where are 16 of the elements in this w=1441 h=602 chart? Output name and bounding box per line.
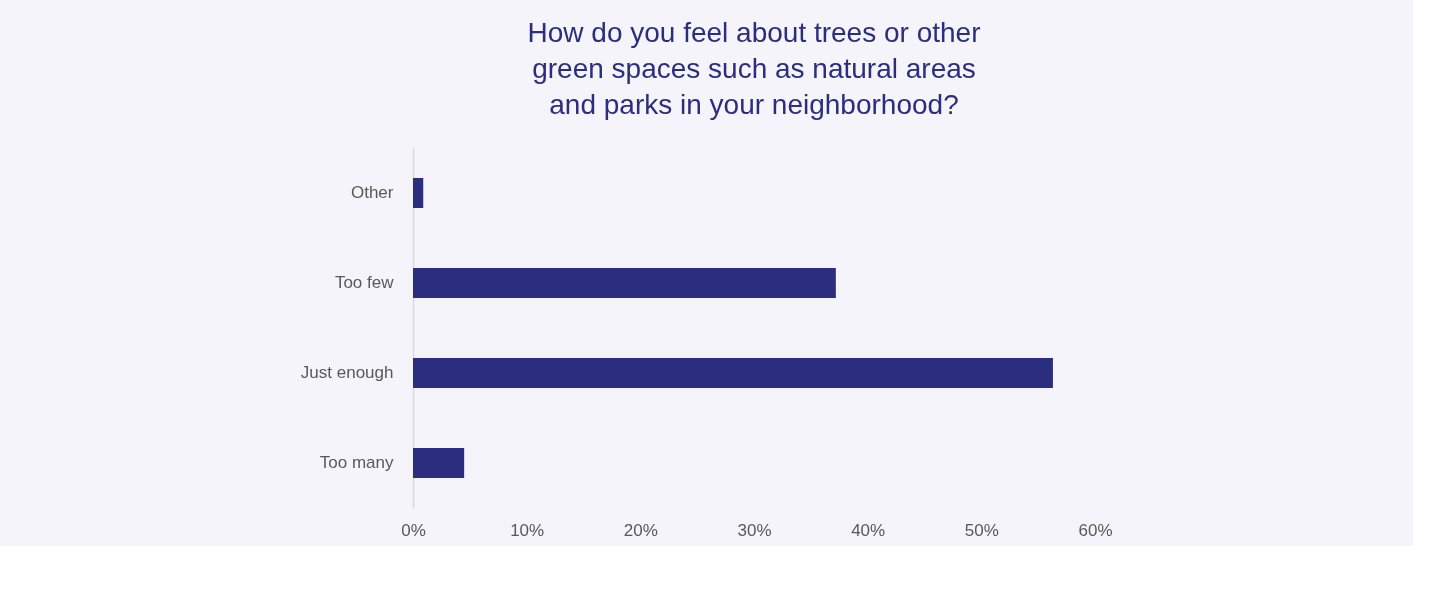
y-tick-label: Other: [350, 183, 394, 202]
bar: [413, 178, 424, 208]
x-tick-label: 20%: [623, 520, 658, 540]
bar: [413, 358, 1053, 388]
bar: [413, 448, 465, 478]
y-tick-label: Just enough: [300, 363, 394, 382]
y-tick-label: Too many: [319, 453, 394, 472]
x-tick-label: 30%: [737, 520, 772, 540]
x-tick-label: 0%: [401, 520, 426, 540]
chart-title: How do you feel about trees or other green spaces such as natural areas and parks in your neighborhood?: [527, 17, 981, 120]
x-tick-label: 40%: [851, 520, 886, 540]
x-tick-label: 50%: [964, 520, 999, 540]
y-tick-label: Too few: [334, 273, 395, 292]
bar: [413, 268, 836, 298]
x-tick-label: 10%: [510, 520, 545, 540]
x-tick-label: 60%: [1078, 520, 1113, 540]
